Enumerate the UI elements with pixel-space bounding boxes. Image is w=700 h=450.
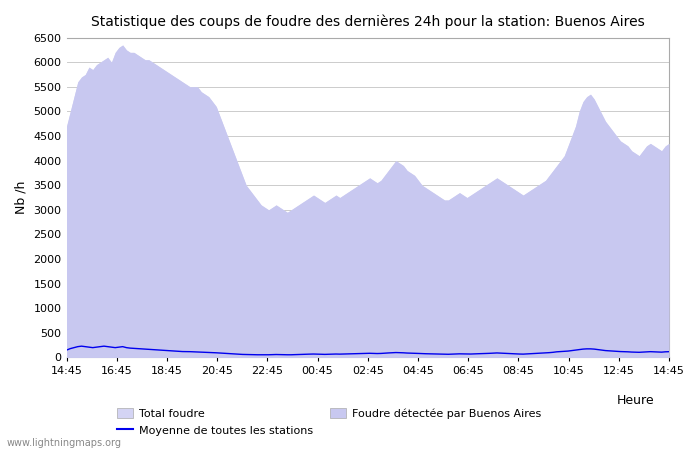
Title: Statistique des coups de foudre des dernières 24h pour la station: Buenos Aires: Statistique des coups de foudre des dern… <box>91 15 645 30</box>
Text: Heure: Heure <box>617 394 655 407</box>
Y-axis label: Nb /h: Nb /h <box>15 181 28 214</box>
Text: www.lightningmaps.org: www.lightningmaps.org <box>7 438 122 448</box>
Legend: Total foudre, Moyenne de toutes les stations, Foudre détectée par Buenos Aires: Total foudre, Moyenne de toutes les stat… <box>112 404 546 440</box>
